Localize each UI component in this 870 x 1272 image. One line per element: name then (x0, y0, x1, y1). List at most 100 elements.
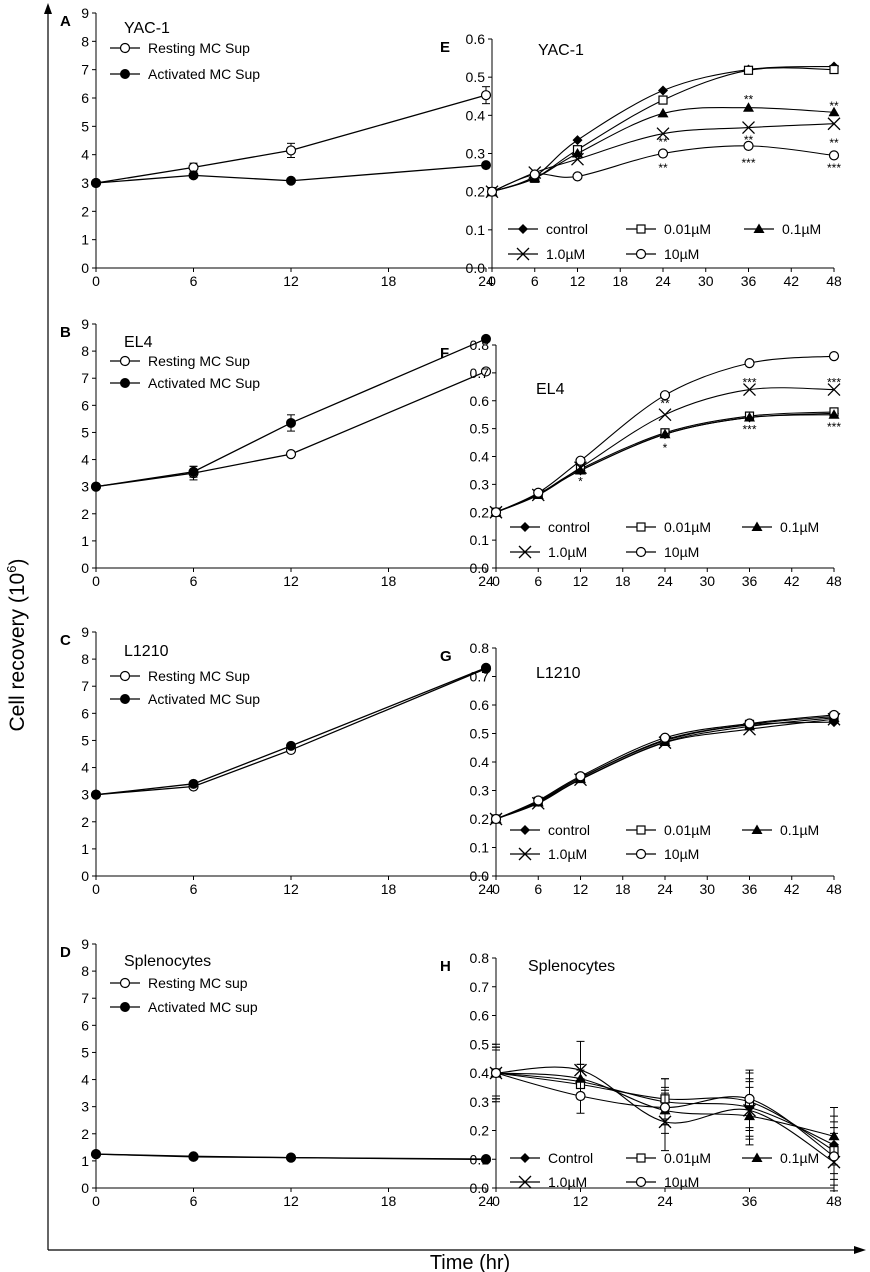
legend-label: 0.1µM (780, 822, 819, 838)
y-tick-label: 0.0 (470, 868, 490, 884)
data-point (658, 85, 668, 96)
x-tick-label: 0 (492, 573, 500, 589)
legend-marker (120, 694, 130, 704)
legend-marker (635, 848, 647, 860)
x-tick-label: 0 (92, 1193, 100, 1209)
series-control (491, 408, 839, 518)
data-point (743, 102, 754, 112)
legend-marker (751, 1152, 763, 1162)
y-tick-label: 0.2 (470, 811, 490, 827)
series-activated-mc-sup (91, 662, 491, 800)
data-point (481, 1153, 491, 1164)
x-tick-label: 6 (534, 881, 542, 897)
legend-label: 0.1µM (780, 519, 819, 535)
series-line (495, 412, 835, 513)
x-tick-label: 24 (478, 881, 494, 897)
legend-label: 0.01µM (664, 519, 711, 535)
significance-label: ** (660, 397, 670, 411)
data-point (91, 178, 101, 188)
significance-label: *** (742, 422, 756, 436)
data-point (827, 117, 841, 131)
legend-label: control (548, 822, 590, 838)
x-tick-label: 36 (742, 1193, 758, 1209)
x-tick-label: 18 (381, 273, 397, 289)
y-tick-label: 1 (81, 841, 89, 857)
x-tick-label: 30 (698, 273, 714, 289)
y-tick-label: 2 (81, 1126, 89, 1142)
data-point (742, 121, 755, 135)
data-point (827, 383, 841, 397)
series-resting-mc-sup (90, 86, 492, 189)
x-tick-label: 0 (492, 881, 500, 897)
legend-item: 10µM (626, 1174, 699, 1190)
legend-marker (635, 1176, 647, 1188)
data-point (743, 65, 754, 75)
x-tick-label: 12 (283, 573, 299, 589)
significance-label: *** (741, 156, 755, 170)
panel-letter: H (440, 958, 451, 975)
data-point (286, 740, 296, 751)
x-tick-label: 24 (655, 273, 671, 289)
series-10-m (490, 709, 840, 825)
series-line (95, 1153, 487, 1160)
panel-letter: C (60, 632, 71, 649)
legend-label: 10µM (664, 846, 699, 862)
y-tick-label: 0.7 (470, 365, 490, 381)
y-tick-label: 0.6 (470, 697, 490, 713)
legend-label: Resting MC Sup (148, 40, 250, 56)
legend-item: 0.01µM (626, 822, 711, 838)
y-tick-label: 0.3 (470, 476, 490, 492)
data-point (829, 64, 839, 75)
data-point (659, 732, 671, 743)
y-tick-label: 0.4 (470, 449, 490, 465)
legend-marker (516, 247, 530, 261)
series-activated-mc-sup (91, 333, 491, 492)
y-tick-label: 7 (81, 678, 89, 694)
y-tick-label: 0.7 (470, 979, 490, 995)
panel-letter: F (440, 345, 449, 362)
legend-item: 10µM (626, 544, 699, 560)
y-tick-label: 8 (81, 33, 89, 49)
significance-label: ** (829, 136, 839, 150)
data-point (656, 127, 670, 141)
data-point (744, 358, 755, 369)
panel-f: 0.0 0.1 0.2 0.3 0.4 0.5 0.6 0.7 0.8 0 6 12 18 24 30 36 4… (440, 337, 842, 589)
x-tick-label: 12 (283, 881, 299, 897)
x-tick-label: 6 (190, 1193, 198, 1209)
y-tick-label: 5 (81, 1044, 89, 1060)
y-tick-label: 9 (81, 936, 89, 952)
y-tick-label: 6 (81, 705, 89, 721)
outer-y-arrow (44, 3, 52, 14)
figure-ylabel: Cell recovery (106) (4, 559, 29, 732)
significance-label: * (663, 441, 668, 455)
panel-letter: A (60, 13, 71, 30)
legend-item: Resting MC Sup (110, 353, 250, 369)
data-point (575, 455, 586, 466)
x-tick-label: 18 (615, 881, 631, 897)
legend-label: 1.0µM (548, 544, 587, 560)
x-tick-label: 36 (742, 881, 758, 897)
legend-label: Activated MC Sup (148, 375, 260, 391)
legend-label: Activated MC Sup (148, 691, 260, 707)
data-point (188, 778, 199, 789)
panel-title: YAC-1 (124, 20, 170, 37)
series-line (95, 370, 487, 488)
y-tick-label: 9 (81, 316, 89, 332)
y-tick-label: 0.5 (470, 421, 490, 437)
y-tick-label: 1 (81, 1153, 89, 1169)
y-tick-label: 0.5 (466, 69, 486, 85)
data-point (91, 481, 101, 492)
legend-item: Control (510, 1150, 593, 1166)
series-1-0-m (489, 712, 841, 826)
legend-marker (120, 69, 130, 79)
y-tick-label: 0 (81, 560, 89, 576)
legend-item: Activated MC Sup (110, 66, 260, 82)
x-tick-label: 12 (570, 273, 586, 289)
y-tick-label: 2 (81, 506, 89, 522)
y-tick-label: 3 (81, 479, 89, 495)
data-point (828, 1151, 840, 1162)
panel-e: 0.0 0.1 0.2 0.3 0.4 0.5 0.6 0 6 12 18 24 30 36 42 48 E YA… (440, 31, 842, 289)
legend-marker (636, 1153, 646, 1163)
